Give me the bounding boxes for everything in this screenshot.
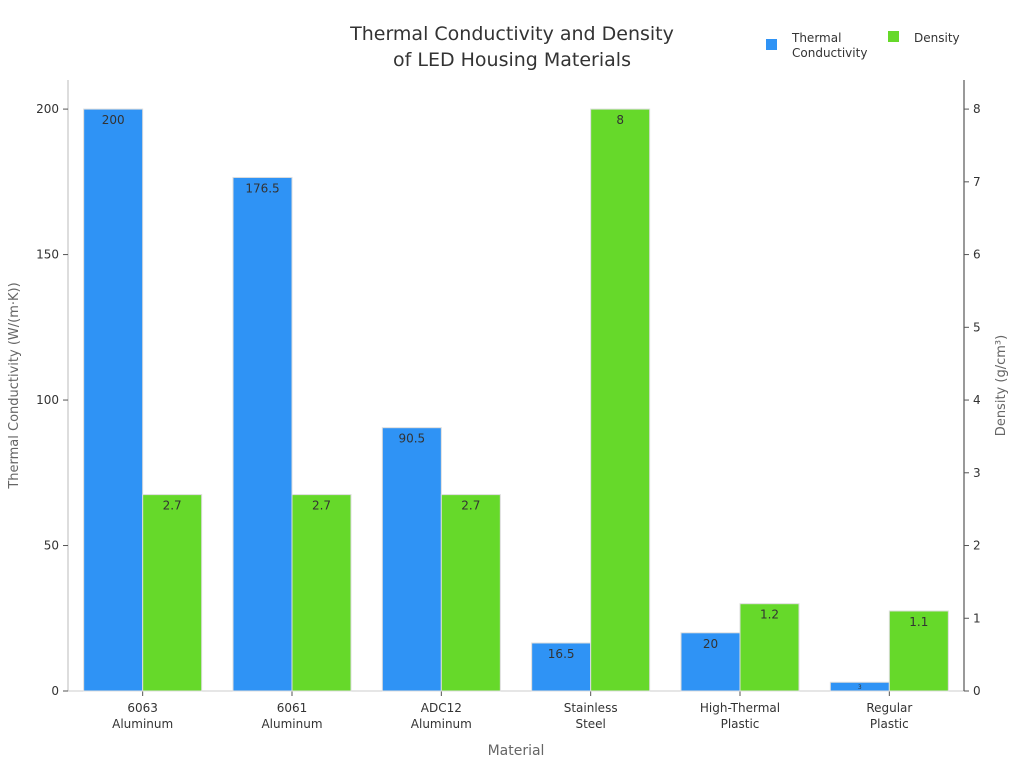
- data-label: 2.7: [163, 499, 182, 513]
- bar-density: [888, 610, 949, 692]
- y2-tick-label: 0: [973, 684, 981, 698]
- y2-tick-label: 2: [973, 539, 981, 553]
- x-tick-label: Plastic: [721, 717, 760, 731]
- y2-tick-label: 7: [973, 175, 981, 189]
- bar-thermal-conductivity: [232, 176, 293, 692]
- data-label: 16.5: [548, 647, 575, 661]
- x-tick-label: 6061: [277, 701, 308, 715]
- x-tick-label: Aluminum: [112, 717, 173, 731]
- data-label: 176.5: [245, 181, 279, 195]
- data-label: 1.2: [760, 608, 779, 622]
- y2-tick-label: 1: [973, 611, 981, 625]
- x-tick-label: Plastic: [870, 717, 909, 731]
- bar-density: [291, 494, 352, 692]
- data-label: 20: [703, 637, 718, 651]
- bar-density: [739, 603, 800, 692]
- y2-tick-label: 5: [973, 320, 981, 334]
- bar-density: [142, 494, 203, 692]
- data-label: 3: [858, 684, 862, 691]
- data-label: 2.7: [312, 499, 331, 513]
- chart-title: Thermal Conductivity and Density: [349, 23, 674, 45]
- y2-axis-label: Density (g/cm³): [994, 335, 1009, 436]
- bar-thermal-conductivity: [531, 642, 592, 692]
- bar-thermal-conductivity: [680, 632, 741, 692]
- data-label: 90.5: [398, 432, 425, 446]
- y2-tick-label: 8: [973, 102, 981, 116]
- x-tick-label: 6063: [127, 701, 158, 715]
- chart-title: of LED Housing Materials: [393, 49, 631, 71]
- legend-swatch: [766, 39, 777, 50]
- x-axis-label: Material: [488, 743, 545, 759]
- y-tick-label: 150: [36, 248, 59, 262]
- data-label: 200: [102, 113, 125, 127]
- y-tick-label: 100: [36, 393, 59, 407]
- x-tick-label: Stainless: [564, 701, 618, 715]
- legend-label: Density: [914, 31, 960, 45]
- y-tick-label: 50: [44, 539, 59, 553]
- bar-density: [590, 108, 651, 692]
- bar-thermal-conductivity: [381, 427, 442, 692]
- y-axis-label: Thermal Conductivity (W/(m·K)): [7, 282, 22, 489]
- x-tick-label: Aluminum: [411, 717, 472, 731]
- y-tick-label: 0: [51, 684, 59, 698]
- x-tick-label: ADC12: [421, 701, 462, 715]
- y2-tick-label: 3: [973, 466, 981, 480]
- y-tick-label: 200: [36, 102, 59, 116]
- data-label: 1.1: [909, 615, 928, 629]
- x-tick-label: Regular: [866, 701, 912, 715]
- data-label: 2.7: [461, 499, 480, 513]
- x-tick-label: Aluminum: [261, 717, 322, 731]
- data-label: 8: [616, 113, 624, 127]
- legend-swatch: [888, 31, 899, 42]
- legend-label: Thermal: [791, 31, 841, 45]
- bar-thermal-conductivity: [83, 108, 144, 692]
- y2-tick-label: 6: [973, 248, 981, 262]
- bar-density: [440, 494, 501, 692]
- y2-tick-label: 4: [973, 393, 981, 407]
- x-tick-label: Steel: [575, 717, 605, 731]
- x-tick-label: High-Thermal: [700, 701, 780, 715]
- legend-label: Conductivity: [792, 46, 867, 60]
